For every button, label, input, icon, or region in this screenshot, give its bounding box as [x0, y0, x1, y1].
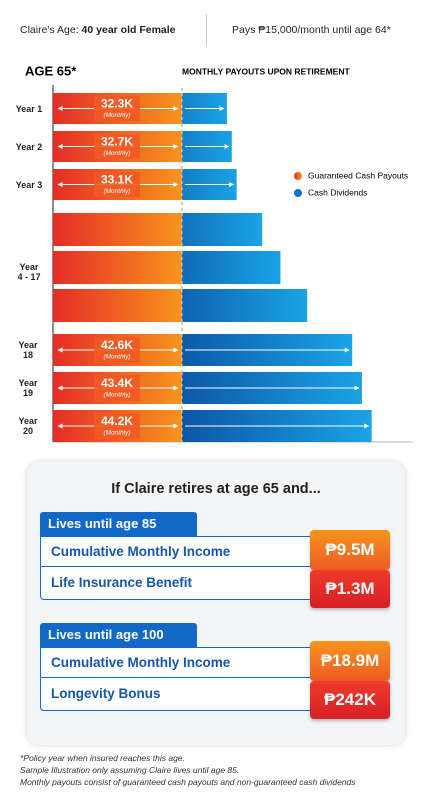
legend-label: Guaranteed Cash Payouts	[308, 170, 408, 180]
y-tick-label: Year 18	[18, 340, 38, 360]
row-value: ₱18.9M	[310, 641, 390, 681]
value-label: 33.1K	[101, 173, 133, 187]
scenario-label: Lives until age 100	[40, 623, 197, 647]
legend-swatch	[294, 189, 302, 197]
scenario-label: Lives until age 85	[40, 512, 197, 536]
value-label: 43.4K	[101, 376, 133, 390]
legend-label: Cash Dividends	[308, 187, 368, 197]
label-bg	[94, 134, 140, 159]
summary-title: If Claire retires at age 65 and...	[111, 481, 321, 497]
value-label: 32.3K	[101, 97, 133, 111]
value-label: 44.2K	[101, 414, 133, 428]
value-sublabel: (Monthly)	[103, 354, 130, 361]
group-label: Year	[19, 262, 39, 272]
y-tick-label: Year 1	[15, 103, 43, 114]
value-sublabel: (Monthly)	[103, 392, 130, 399]
row-value: ₱242K	[310, 681, 390, 719]
age-info: Claire's Age: 40 year old Female	[20, 24, 176, 36]
label-bg	[94, 375, 140, 401]
guaranteed-part	[53, 289, 182, 322]
scenario-box	[40, 536, 322, 600]
guaranteed-part	[53, 251, 182, 284]
group-label: 4 - 17	[17, 272, 41, 282]
value-label: 42.6K	[101, 338, 133, 352]
row-name: Longevity Bonus	[51, 686, 161, 701]
y-tick-label: Year 2	[15, 141, 43, 152]
row-value: ₱1.3M	[310, 570, 390, 608]
value-label: 32.7K	[101, 135, 133, 149]
legend-swatch	[294, 172, 302, 180]
y-tick-label: Year 3	[15, 179, 43, 190]
footnote: Monthly payouts consist of guaranteed ca…	[20, 777, 356, 787]
age-label: Claire's Age:	[20, 24, 79, 36]
label-bg	[94, 413, 140, 439]
footnote: *Policy year when insured reaches this a…	[20, 753, 185, 763]
age-value: 40 year old Female	[81, 24, 176, 36]
value-sublabel: (Monthly)	[103, 150, 130, 157]
guaranteed-part	[53, 213, 182, 246]
chart: AGE 65* MONTHLY PAYOUTS UPON RETIREMENT …	[25, 63, 413, 443]
divider	[206, 14, 207, 46]
value-sublabel: (Monthly)	[103, 430, 130, 437]
y-tick-label: Year 20	[18, 416, 38, 436]
payment-info: Pays ₱15,000/month until age 64*	[232, 24, 391, 36]
row-name: Cumulative Monthly Income	[41, 647, 311, 678]
chart-subtitle: MONTHLY PAYOUTS UPON RETIREMENT	[182, 66, 350, 76]
label-bg	[94, 172, 140, 197]
row-value: ₱9.5M	[310, 530, 390, 570]
footnote: Sample Illustration only assuming Claire…	[20, 765, 240, 775]
row-name: Cumulative Monthly Income	[41, 536, 311, 567]
value-sublabel: (Monthly)	[103, 188, 130, 195]
value-sublabel: (Monthly)	[103, 112, 130, 119]
chart-title: AGE 65*	[25, 63, 77, 78]
label-bg	[94, 337, 140, 363]
label-bg	[94, 96, 140, 121]
scenario-box	[40, 647, 322, 711]
row-name: Life Insurance Benefit	[51, 575, 193, 590]
y-tick-label: Year 19	[18, 378, 38, 398]
